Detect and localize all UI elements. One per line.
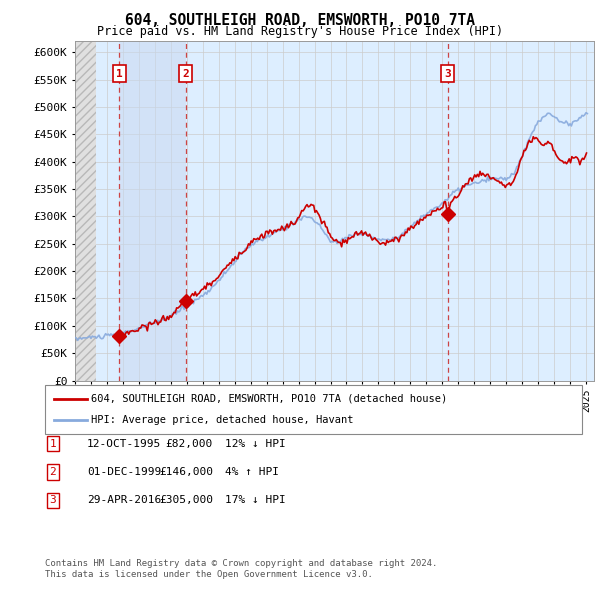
Text: 17% ↓ HPI: 17% ↓ HPI: [225, 496, 286, 505]
Text: 01-DEC-1999: 01-DEC-1999: [87, 467, 161, 477]
Text: 29-APR-2016: 29-APR-2016: [87, 496, 161, 505]
Bar: [119, 41, 185, 381]
Text: 3: 3: [49, 496, 56, 505]
Bar: [75, 41, 96, 381]
Text: Price paid vs. HM Land Registry's House Price Index (HPI): Price paid vs. HM Land Registry's House …: [97, 25, 503, 38]
Text: 604, SOUTHLEIGH ROAD, EMSWORTH, PO10 7TA (detached house): 604, SOUTHLEIGH ROAD, EMSWORTH, PO10 7TA…: [91, 394, 448, 404]
Text: £82,000: £82,000: [166, 439, 213, 448]
Text: 2: 2: [182, 68, 189, 78]
Text: 4% ↑ HPI: 4% ↑ HPI: [225, 467, 279, 477]
Text: Contains HM Land Registry data © Crown copyright and database right 2024.
This d: Contains HM Land Registry data © Crown c…: [45, 559, 437, 579]
Text: 2: 2: [49, 467, 56, 477]
Text: 1: 1: [49, 439, 56, 448]
Text: 3: 3: [444, 68, 451, 78]
Text: 1: 1: [116, 68, 123, 78]
Text: 12% ↓ HPI: 12% ↓ HPI: [225, 439, 286, 448]
Text: £305,000: £305,000: [159, 496, 213, 505]
Text: HPI: Average price, detached house, Havant: HPI: Average price, detached house, Hava…: [91, 415, 354, 425]
Text: 604, SOUTHLEIGH ROAD, EMSWORTH, PO10 7TA: 604, SOUTHLEIGH ROAD, EMSWORTH, PO10 7TA: [125, 13, 475, 28]
Text: 12-OCT-1995: 12-OCT-1995: [87, 439, 161, 448]
Text: £146,000: £146,000: [159, 467, 213, 477]
